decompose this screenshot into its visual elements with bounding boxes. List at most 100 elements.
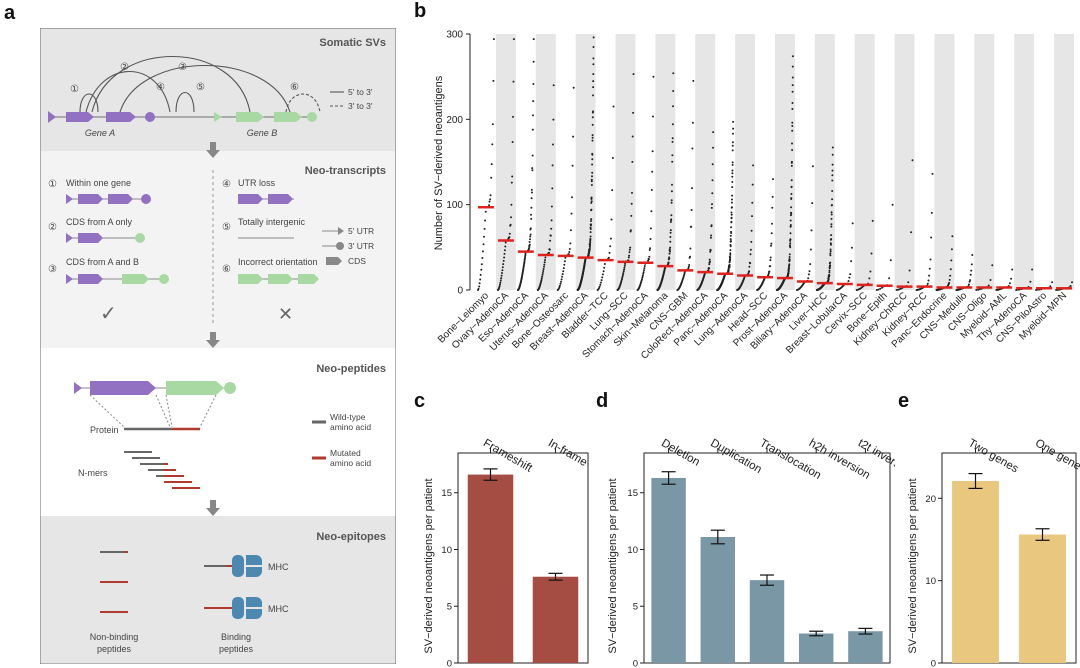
nonbinding-label-line1: Non-binding [90, 632, 139, 642]
data-point [930, 236, 933, 239]
data-point [849, 273, 852, 276]
data-point [671, 183, 673, 186]
data-point [671, 160, 674, 163]
transcript-label-1: Within one gene [66, 178, 131, 188]
bar [749, 580, 785, 663]
data-point [621, 275, 624, 278]
data-point [592, 110, 594, 113]
column-band [894, 34, 915, 290]
data-point [504, 245, 507, 248]
data-point [542, 268, 545, 270]
data-point [730, 226, 733, 229]
data-point [829, 250, 832, 253]
transcript-label-4: UTR loss [238, 178, 276, 188]
neo-peptides-section [40, 348, 396, 516]
data-point [1069, 285, 1072, 287]
data-point [629, 229, 632, 232]
bar [532, 576, 579, 663]
panel-letter-a: a [4, 2, 16, 24]
y-tick-label: 10 [441, 545, 452, 556]
data-point [540, 279, 543, 282]
gene-a-exon-2 [106, 112, 136, 122]
bar [952, 481, 999, 663]
data-point [492, 79, 495, 82]
data-point [569, 242, 572, 245]
data-point [591, 123, 594, 126]
data-point [731, 144, 734, 147]
data-point [552, 84, 555, 87]
transcript-num-2: ② [48, 222, 57, 233]
data-point [831, 163, 834, 166]
y-axis-label: SV−derived neoantigens per patient [607, 478, 619, 653]
data-point [729, 253, 732, 256]
data-point [692, 79, 695, 82]
data-point [502, 263, 505, 266]
data-point [592, 36, 595, 39]
data-point [830, 217, 833, 220]
bar [700, 537, 736, 663]
somatic-svs-section [40, 28, 396, 152]
data-point [752, 164, 755, 167]
transcript-label-6: Incorrect orientation [238, 257, 318, 267]
data-point [611, 157, 614, 159]
data-point [589, 235, 592, 238]
data-point [969, 273, 972, 276]
data-point [731, 186, 734, 189]
data-point [489, 194, 492, 197]
fusion-transcript [74, 381, 236, 428]
y-tick-label: 200 [446, 115, 463, 126]
mutated-legend-line2: amino acid [330, 458, 371, 468]
data-point [1071, 281, 1073, 284]
data-point [589, 231, 592, 234]
nmers-label: N-mers [78, 468, 108, 478]
data-point [670, 218, 673, 221]
data-point [730, 216, 733, 219]
data-point [632, 73, 635, 76]
data-point [503, 256, 506, 259]
column-band [974, 34, 995, 290]
data-point [590, 218, 593, 221]
data-point [550, 219, 553, 222]
data-point [630, 202, 633, 205]
data-point [730, 213, 733, 216]
data-point [877, 288, 880, 291]
data-point [607, 256, 610, 259]
data-point [790, 179, 793, 182]
data-point [628, 248, 631, 251]
data-point [641, 278, 643, 281]
data-point [549, 239, 552, 242]
y-tick-label: 0 [447, 659, 452, 668]
sv-arc-1 [79, 93, 99, 113]
mhc-icon [232, 597, 262, 619]
data-point [560, 280, 562, 283]
data-point [571, 164, 574, 167]
data-point [501, 266, 504, 269]
data-point [481, 257, 484, 259]
data-point [950, 259, 953, 262]
data-point [729, 259, 732, 261]
data-point [483, 227, 486, 230]
data-point [523, 257, 526, 260]
gene-b-label: Gene B [247, 128, 278, 138]
data-point [628, 251, 631, 254]
data-point [669, 236, 672, 238]
data-point [830, 234, 833, 237]
data-point [968, 283, 970, 286]
data-point [830, 238, 833, 240]
data-point [624, 262, 627, 265]
data-point [910, 231, 913, 234]
sv-arc-5 [119, 65, 291, 113]
data-point [831, 169, 834, 172]
sv-label-2: ② [120, 62, 129, 73]
y-tick-label: 15 [441, 488, 452, 499]
check-mark-icon: ✓ [100, 303, 117, 325]
data-point [788, 259, 791, 261]
legend-dashed-label: 3' to 3' [348, 101, 373, 111]
data-point [478, 285, 481, 288]
transcript-diagram-4 [238, 194, 294, 204]
data-point [592, 80, 595, 83]
data-point [712, 131, 715, 134]
data-point [791, 65, 794, 68]
data-point [667, 261, 670, 264]
data-point [770, 232, 773, 235]
